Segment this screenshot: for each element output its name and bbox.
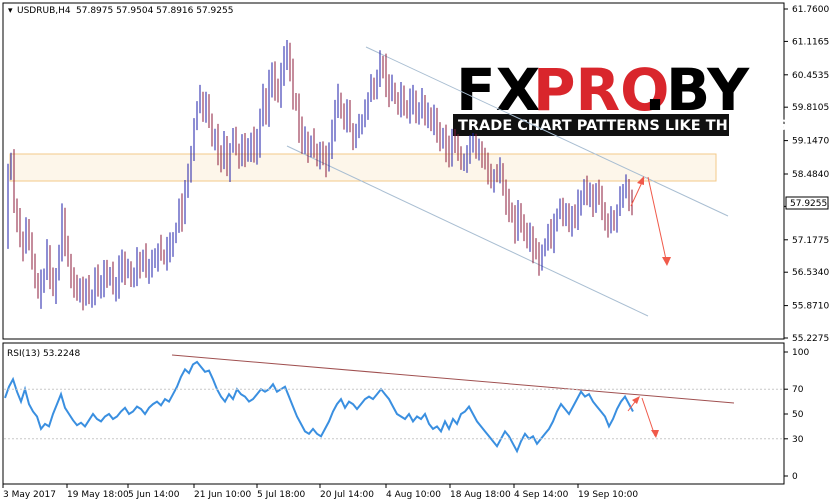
time-tick-label: 3 May 2017 xyxy=(3,490,56,500)
ohlc-label: 57.8975 57.9504 57.8916 57.9255 xyxy=(76,6,233,16)
price-tick-label: 59.8105 xyxy=(792,103,829,113)
rsi-tick-label: 100 xyxy=(792,348,809,358)
last-price-value: 57.9255 xyxy=(790,199,827,209)
rsi-line xyxy=(4,360,634,454)
rsi-axis: 100 70 50 30 0 xyxy=(4,348,809,482)
symbol-label: USDRUB,H4 xyxy=(17,6,71,16)
time-axis: 3 May 2017 19 May 18:00 5 Jun 14:00 21 Jun … xyxy=(2,484,638,500)
price-tick-label: 61.1165 xyxy=(792,37,829,47)
time-tick-label: 5 Jun 14:00 xyxy=(128,490,180,500)
time-tick-label: 21 Jun 10:00 xyxy=(194,490,251,500)
watermark-tagline: TRADE CHART PATTERNS LIKE THE PROS xyxy=(458,118,787,134)
price-axis: 61.7600 61.1165 60.4535 59.8105 59.1470 58.48… xyxy=(784,5,829,344)
time-tick-label: 4 Aug 10:00 xyxy=(386,490,441,500)
watermark-brand-black: FX xyxy=(456,56,540,124)
channel-upper-line xyxy=(365,46,729,217)
price-tick-label: 61.7600 xyxy=(792,5,829,15)
watermark-brand-red: PRO xyxy=(533,56,669,124)
watermark-logo: FX PRO .BY TRADE CHART PATTERNS LIKE THE… xyxy=(453,56,787,136)
last-price-badge: 57.9255 xyxy=(785,196,829,210)
candlestick-series xyxy=(7,39,633,311)
time-tick-label: 19 Sep 10:00 xyxy=(578,490,638,500)
rsi-tick-label: 70 xyxy=(792,385,804,395)
resistance-zone xyxy=(9,153,717,182)
price-tick-label: 59.1470 xyxy=(792,137,829,147)
price-tick-label: 55.8710 xyxy=(792,302,829,312)
rsi-tick-label: 0 xyxy=(792,472,798,482)
price-tick-label: 56.5340 xyxy=(792,268,829,278)
time-tick-label: 4 Sep 14:00 xyxy=(514,490,569,500)
watermark-brand-tail: .BY xyxy=(644,56,750,124)
time-tick-label: 5 Jul 18:00 xyxy=(257,490,306,500)
rsi-tick-label: 50 xyxy=(792,410,804,420)
price-tick-label: 55.2275 xyxy=(792,334,829,344)
time-tick-label: 18 Aug 18:00 xyxy=(450,490,511,500)
price-tick-label: 58.4840 xyxy=(792,170,829,180)
rsi-forecast-arrows xyxy=(627,396,659,438)
price-header-arrow: ▾ xyxy=(8,6,13,16)
price-tick-label: 60.4535 xyxy=(792,71,829,81)
price-tick-label: 57.1775 xyxy=(792,236,829,246)
rsi-trendline xyxy=(171,354,735,404)
time-tick-label: 19 May 18:00 xyxy=(67,490,129,500)
rsi-tick-label: 30 xyxy=(792,435,804,445)
rsi-label: RSI(13) 53.2248 xyxy=(7,349,80,359)
price-forecast-arrows xyxy=(630,176,671,266)
channel-lower-line xyxy=(286,145,649,317)
rsi-panel xyxy=(2,342,785,485)
time-tick-label: 20 Jul 14:00 xyxy=(320,490,374,500)
